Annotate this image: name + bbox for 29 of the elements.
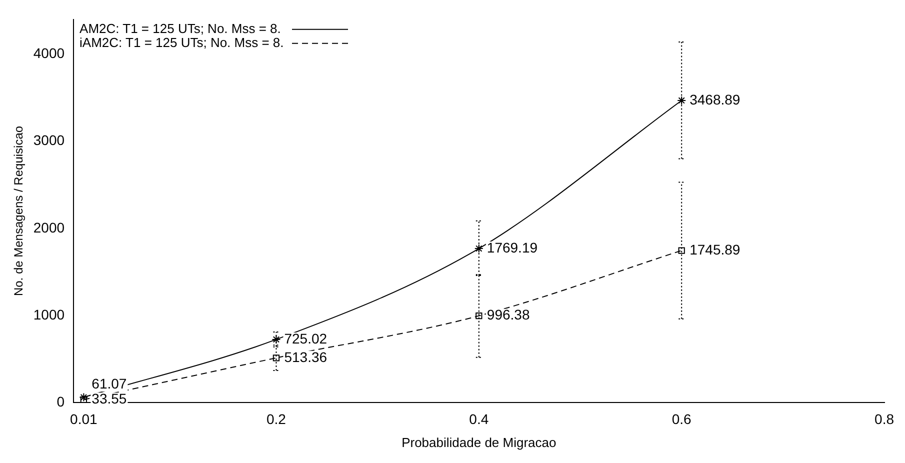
x-tick-label: 0.4 xyxy=(469,410,489,427)
data-label: 725.02 xyxy=(284,330,328,346)
y-tick-label: 1000 xyxy=(33,306,65,322)
y-tick-label: 3000 xyxy=(33,132,65,148)
data-label: 1745.89 xyxy=(690,241,740,258)
y-tick-label: 4000 xyxy=(33,45,65,62)
data-label: 33.55 xyxy=(92,390,127,407)
y-tick-label: 2000 xyxy=(33,219,65,236)
point xyxy=(272,334,281,344)
point xyxy=(677,96,686,105)
data-label: 61.07 xyxy=(92,376,127,392)
x-tick-label: 0.6 xyxy=(672,410,692,427)
point xyxy=(678,247,685,254)
x-tick-label: 0.8 xyxy=(874,410,894,427)
point xyxy=(79,392,88,402)
data-label: 996.38 xyxy=(486,306,530,323)
point xyxy=(272,354,280,362)
y-tick-label: 0 xyxy=(56,393,65,410)
point xyxy=(476,312,482,320)
data-label: 1769.19 xyxy=(486,239,538,256)
x-tick-label: 0.01 xyxy=(70,410,98,427)
x-tick-label: 0.2 xyxy=(266,410,286,427)
y-axis-title: No. de Mensagens / Requisicao xyxy=(12,126,26,296)
x-axis-title: Probabilidade de Migracao xyxy=(402,434,556,450)
legend-label: AM2C: T1 = 125 UTs; No. Mss = 8. xyxy=(80,20,281,36)
legend-label: iAM2C: T1 = 125 UTs; No. Mss = 8. xyxy=(80,34,284,50)
data-label: 513.36 xyxy=(284,348,328,365)
point xyxy=(474,244,484,254)
data-label: 3468.89 xyxy=(690,91,740,108)
